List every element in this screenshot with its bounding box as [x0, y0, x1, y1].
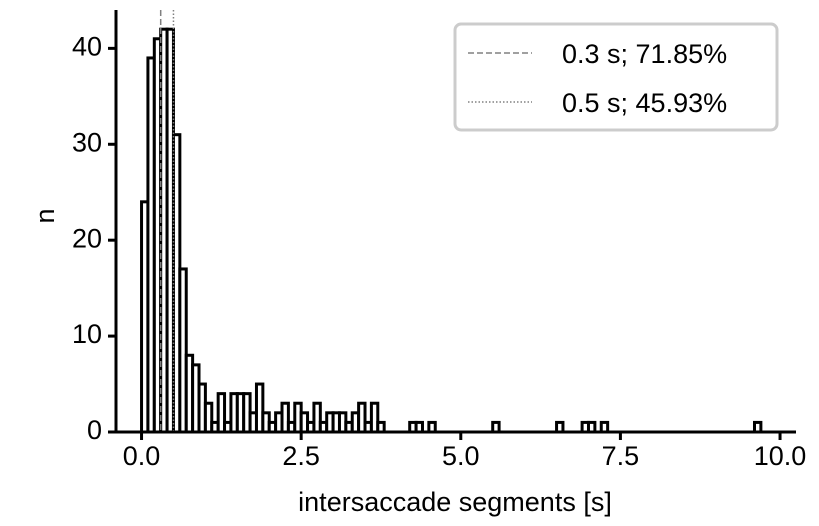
x-tick-label: 5.0 — [442, 441, 480, 471]
y-axis-title: n — [30, 208, 60, 223]
legend-box — [453, 22, 779, 132]
legend-label-dashed: 0.3 s; 71.85% — [562, 39, 727, 69]
reference-lines — [159, 10, 175, 432]
y-tick-label: 0 — [87, 415, 102, 445]
x-tick-label: 7.5 — [602, 441, 640, 471]
x-ticks: 0.0 2.5 5.0 7.5 10.0 — [123, 432, 807, 471]
legend-label-dotted: 0.5 s; 45.93% — [562, 88, 727, 118]
x-tick-label: 0.0 — [123, 441, 161, 471]
x-axis-title: intersaccade segments [s] — [298, 487, 612, 517]
x-tick-label: 10.0 — [754, 441, 807, 471]
histogram-bars — [140, 27, 763, 434]
y-tick-label: 20 — [72, 223, 102, 253]
y-ticks: 0 10 20 30 40 — [72, 31, 116, 445]
y-tick-label: 40 — [72, 31, 102, 61]
y-tick-label: 10 — [72, 319, 102, 349]
x-tick-label: 2.5 — [282, 441, 320, 471]
y-tick-label: 30 — [72, 127, 102, 157]
legend: 0.3 s; 71.85% 0.5 s; 45.93% — [453, 22, 779, 132]
